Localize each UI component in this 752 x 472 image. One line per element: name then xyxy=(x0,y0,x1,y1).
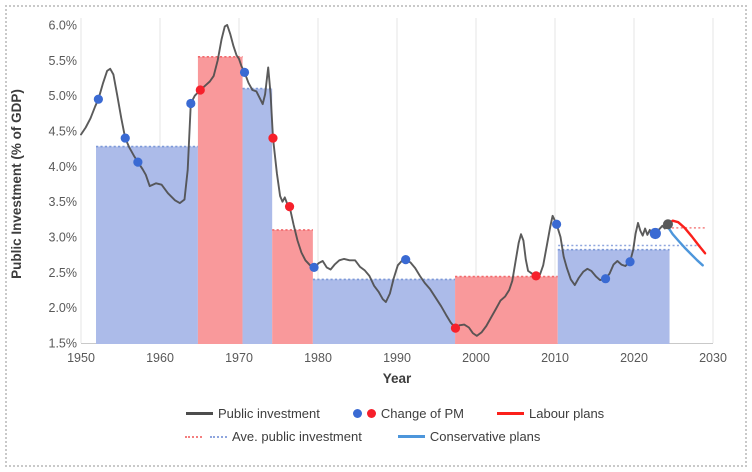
labour-pm-change-dot xyxy=(450,323,461,333)
y-tick-label: 3.5% xyxy=(49,195,78,209)
legend-item-conservative-plans: Conservative plans xyxy=(397,429,541,444)
conservative-government-bar xyxy=(242,88,273,344)
y-tick-label: 3.0% xyxy=(49,231,78,245)
x-tick-label: 2020 xyxy=(620,351,648,365)
pm-change-dots xyxy=(93,67,673,333)
y-tick-label: 4.5% xyxy=(49,125,78,139)
legend-label-ave-public-investment: Ave. public investment xyxy=(232,429,362,444)
plan-lines xyxy=(666,219,707,267)
conservative-pm-change-dot xyxy=(133,157,143,167)
conservative-pm-change-dot xyxy=(186,98,196,109)
y-tick-label: 5.5% xyxy=(49,54,78,68)
y-tick-label: 5.0% xyxy=(49,89,78,103)
legend-row-1: Public investment Change of PM Labour pl… xyxy=(0,403,752,424)
legend-row-2: Ave. public investment Conservative plan… xyxy=(0,426,752,447)
conservative-pm-change-dot xyxy=(120,133,130,143)
x-tick-label: 1960 xyxy=(146,351,174,365)
y-tick-label: 6.0% xyxy=(49,19,78,33)
conservative-plans-line-swatch xyxy=(397,435,425,438)
legend-label-labour-plans: Labour plans xyxy=(529,406,605,421)
x-tick-label: 2030 xyxy=(699,351,727,365)
legend-item-change-of-pm: Change of PM xyxy=(352,406,464,421)
labour-government-bar xyxy=(455,276,558,344)
y-tick-label: 2.5% xyxy=(49,266,78,280)
legend-item-public-investment: Public investment xyxy=(186,406,320,421)
labour-pm-change-dot xyxy=(195,85,205,95)
legend-item-ave-public-investment: Ave. public investment xyxy=(185,429,362,444)
labour-government-bar xyxy=(272,229,313,344)
conservative-pm-change-dot xyxy=(600,274,611,284)
conservative-pm-change-dot xyxy=(625,257,635,267)
y-tick-label: 4.0% xyxy=(49,160,78,174)
change-of-pm-dots-swatch xyxy=(352,409,376,418)
legend-label-public-investment: Public investment xyxy=(218,406,320,421)
x-tick-label: 2010 xyxy=(541,351,569,365)
legend-item-labour-plans: Labour plans xyxy=(497,406,604,421)
labour-plans-line-swatch xyxy=(497,412,524,415)
x-tick-label: 1970 xyxy=(225,351,253,365)
conservative-government-bar xyxy=(312,279,456,344)
labour-pm-dot-icon xyxy=(366,409,376,418)
conservative-pm-change-dot xyxy=(93,94,103,104)
ave-investment-red-dotted-swatch xyxy=(185,435,202,438)
x-tick-label: 2000 xyxy=(462,351,490,365)
labour-pm-change-dot xyxy=(531,271,541,281)
labour-plans-line xyxy=(666,219,707,255)
ave-investment-blue-dotted-swatch xyxy=(210,435,227,438)
average-projection-lines xyxy=(558,227,707,247)
conservative-pm-change-dot xyxy=(551,219,562,229)
public-investment-chart: 1950 1960 1970 1980 1990 2000 2010 2020 2030 1.5%… xyxy=(9,18,727,386)
conservative-pm-change-dot xyxy=(649,227,661,240)
conservative-pm-change-dot xyxy=(239,67,250,77)
legend-label-conservative-plans: Conservative plans xyxy=(429,429,541,444)
x-tick-label: 1950 xyxy=(67,351,95,365)
conservative-pm-change-dot xyxy=(309,262,319,272)
series-end-marker-dot xyxy=(662,219,673,230)
labour-pm-change-dot xyxy=(268,133,278,143)
x-tick-label: 1980 xyxy=(304,351,332,365)
legend-label-change-of-pm: Change of PM xyxy=(380,406,464,421)
x-tick-labels: 1950 1960 1970 1980 1990 2000 2010 2020 2030 xyxy=(67,351,727,365)
y-tick-label: 2.0% xyxy=(49,301,78,315)
labour-government-bar xyxy=(197,56,243,345)
y-tick-labels: 1.5% 2.0% 2.5% 3.0% 3.5% 4.0% 4.5% 5.0% 5.5% 6.0% xyxy=(49,19,78,351)
y-axis-title: Public Investment (% of GDP) xyxy=(9,89,24,279)
x-tick-label: 1990 xyxy=(383,351,411,365)
x-axis-title: Year xyxy=(383,371,412,386)
public-investment-line-swatch xyxy=(186,412,213,415)
axis-titles: Year Public Investment (% of GDP) xyxy=(9,89,412,386)
labour-pm-change-dot xyxy=(284,202,295,212)
conservative-plans-line xyxy=(666,225,704,267)
conservative-pm-dot-icon xyxy=(352,409,362,418)
y-tick-label: 1.5% xyxy=(49,337,78,351)
chart-legend: Public investment Change of PM Labour pl… xyxy=(0,403,752,447)
conservative-pm-change-dot xyxy=(401,255,411,265)
